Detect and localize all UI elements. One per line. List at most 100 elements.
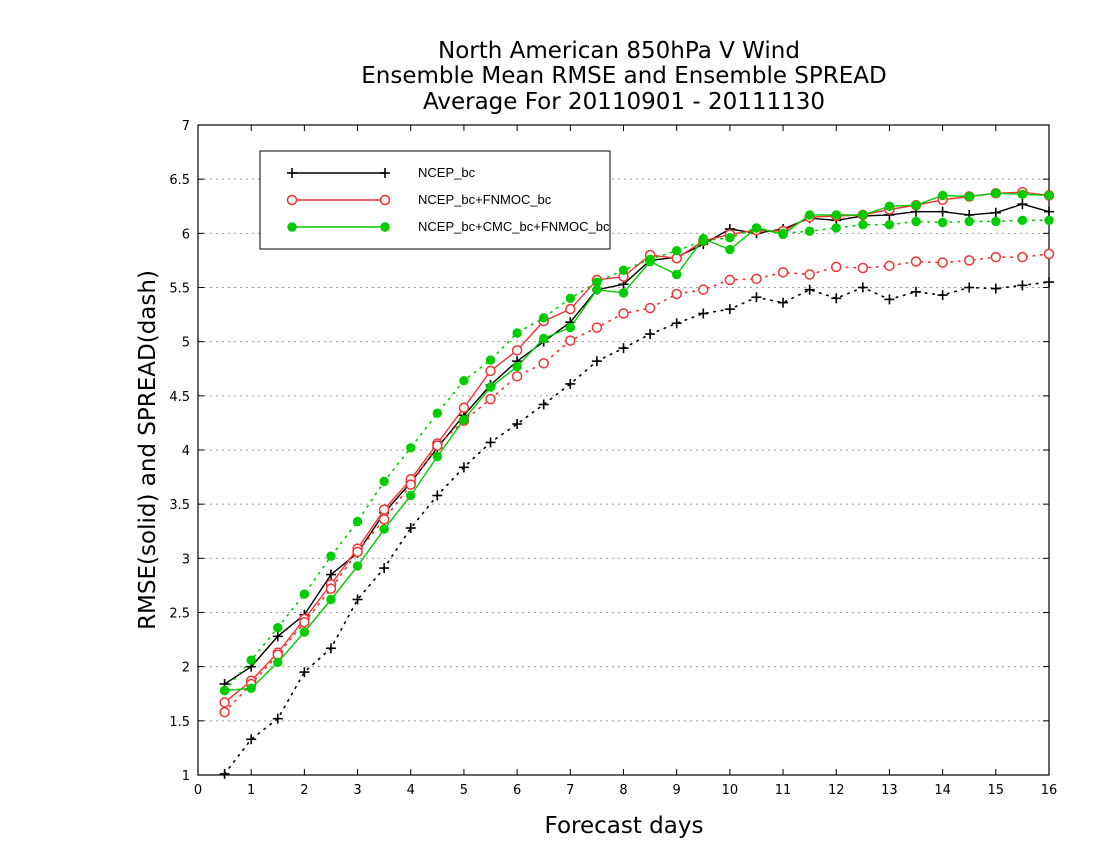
y-tick-label: 1.5 — [169, 715, 190, 730]
spread-point — [1044, 215, 1054, 226]
rmse-point — [565, 322, 576, 333]
chart-title: North American 850hPa V Wind Ensemble Me… — [361, 38, 886, 115]
y-tick-label: 6 — [182, 227, 190, 242]
spread-point — [538, 399, 549, 410]
spread-point — [778, 297, 789, 308]
rmse-point — [458, 402, 470, 413]
rmse-point — [379, 524, 389, 534]
rmse-point — [804, 210, 815, 220]
spread-point — [379, 476, 389, 487]
rmse-point — [725, 244, 735, 255]
title-line-3: Average For 20110901 - 20111130 — [423, 89, 825, 115]
rmse-point — [1044, 206, 1054, 217]
spread-point — [1017, 280, 1028, 291]
rmse-point — [511, 345, 523, 356]
spread-point — [219, 706, 230, 718]
spread-point — [405, 479, 416, 490]
y-tick-label: 2 — [182, 661, 190, 676]
y-tick-label: 3 — [182, 552, 190, 567]
spread-point — [592, 277, 602, 287]
spread-point — [804, 269, 815, 280]
legend-entry: NCEP_bc — [287, 165, 476, 180]
series — [219, 186, 1055, 779]
legend: NCEP_bc NCEP_bc+FNMOC_bc NCEP_bc+CMC_bc+FN… — [259, 150, 611, 250]
x-tick-label: 11 — [775, 783, 792, 798]
y-tick-label: 3.5 — [169, 498, 190, 513]
spread-point — [352, 594, 363, 605]
y-tick-label: 5 — [182, 336, 190, 351]
rmse-point — [937, 190, 948, 201]
legend-marker — [287, 222, 297, 232]
legend-marker — [380, 168, 390, 178]
rmse-point — [246, 683, 256, 694]
spread-point — [219, 768, 230, 779]
rmse-point — [352, 561, 363, 571]
y-tick-label: 4 — [182, 444, 190, 459]
x-tick-label: 2 — [300, 783, 308, 798]
spread-point — [352, 516, 363, 527]
y-tick-label: 1 — [182, 769, 190, 784]
x-tick-label: 13 — [881, 783, 898, 798]
spread-point — [698, 308, 709, 319]
x-tick-label: 9 — [673, 783, 681, 798]
legend-marker — [286, 194, 298, 206]
spread-point — [963, 255, 975, 266]
legend-entry: NCEP_bc+CMC_bc+FNMOC_bc — [287, 219, 610, 234]
axes: 0 1 2 3 4 5 6 7 8 9 10 11 12 13 14 15 1611.522.533.544.5… — [169, 119, 1057, 798]
spread-point — [485, 393, 496, 405]
spread-point — [751, 223, 762, 233]
title-line-2: Ensemble Mean RMSE and Ensemble SPREAD — [361, 63, 886, 89]
spread-point — [645, 254, 655, 265]
spread-point — [698, 236, 708, 246]
spread-point — [1044, 277, 1054, 288]
legend-marker — [379, 194, 391, 206]
x-tick-label: 8 — [619, 783, 627, 798]
spread-point — [857, 282, 868, 293]
spread-point — [485, 355, 496, 365]
rmse-point — [325, 569, 336, 580]
spread-point — [618, 265, 629, 275]
spread-point — [378, 514, 390, 525]
rmse-point — [884, 201, 895, 211]
spread-point — [991, 216, 1001, 227]
legend-label: NCEP_bc+FNMOC_bc — [418, 192, 552, 207]
x-tick-label: 12 — [828, 783, 845, 798]
rmse-point — [485, 365, 496, 377]
spread-point — [671, 318, 682, 329]
x-tick-label: 7 — [566, 783, 574, 798]
spread-point — [512, 328, 522, 338]
spread-point — [1017, 215, 1028, 226]
rmse-point — [485, 382, 496, 392]
spread-point — [512, 419, 523, 429]
spread-point — [618, 343, 629, 354]
x-tick-label: 4 — [407, 783, 415, 798]
spread-point — [325, 643, 336, 654]
spread-point — [698, 284, 709, 295]
spread-point — [911, 286, 922, 297]
spread-point — [884, 260, 895, 272]
spread-point — [751, 273, 762, 285]
spread-point — [831, 293, 842, 304]
rmse-point — [512, 361, 522, 372]
rmse-point — [831, 210, 841, 220]
rmse-point — [964, 191, 974, 202]
spread-point — [778, 228, 788, 239]
spread-point — [565, 378, 576, 389]
spread-point — [1043, 248, 1055, 260]
y-tick-label: 7 — [182, 119, 190, 134]
spread-point — [990, 283, 1001, 294]
spread-point — [246, 734, 257, 745]
title-line-1: North American 850hPa V Wind — [438, 38, 800, 64]
spread-point — [406, 443, 416, 453]
spread-line — [223, 253, 1050, 714]
spread-point — [538, 358, 549, 369]
spread-point — [246, 655, 256, 665]
rmse-point — [539, 333, 549, 344]
x-tick-label: 15 — [988, 783, 1005, 798]
spread-point — [299, 589, 310, 599]
rmse-point — [272, 631, 283, 642]
spread-point — [565, 335, 576, 346]
spread-point — [299, 617, 310, 628]
spread-point — [751, 292, 762, 303]
